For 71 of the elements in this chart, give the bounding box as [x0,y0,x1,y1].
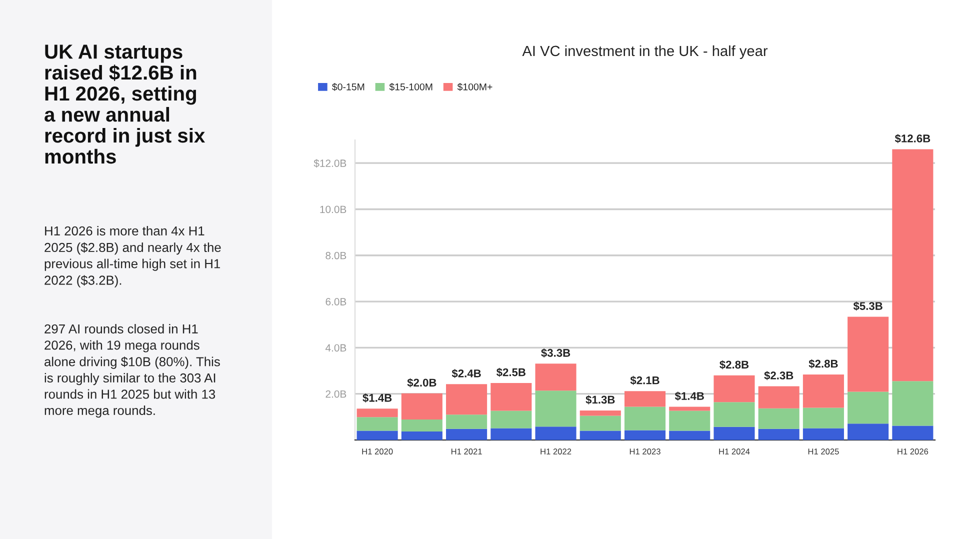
total-label: $5.3B [853,302,882,311]
total-label: $2.8B [720,360,749,370]
bar [580,416,621,431]
text: H1 2026 is more than 4x H1 2025 ($2.8B) and nearly 4x the previous all-time high set in H1 2022 ($3.2B). [44,226,221,288]
total-label: $3.3B [541,348,570,358]
legend-label: $0-15M [332,83,364,91]
y-tick-label: 8.0B [326,252,346,260]
bar [758,428,800,440]
total-label: $2.0B [407,378,436,388]
bar [892,426,934,440]
bar [802,408,844,428]
bar [401,393,442,420]
bar [714,375,755,402]
bar [535,426,576,440]
bar [758,386,800,408]
bar [892,149,934,382]
total-label: $1.4B [674,392,704,401]
bar [356,430,398,440]
total-label: $2.1B [630,376,660,385]
bar [624,430,666,440]
total-label: $2.8B [808,359,838,368]
x-tick-label: H1 2020 [362,448,393,454]
text: UK AI startups raised $12.6B in H1 2026, setting a new annual record in just six months [44,44,206,164]
bar [802,374,844,408]
total-label: $1.4B [362,393,392,403]
x-tick-label: H1 2025 [808,448,839,454]
text: 297 AI rounds closed in H1 2026, with 19 mega rounds alone driving $10B (80%). This is roughly similar to the 303 AI rounds in H1 2025 but with 13 more mega rounds. [44,324,220,418]
x-tick-label: H1 2021 [451,448,482,454]
x-tick-label: H1 2026 [898,448,928,454]
bar [669,430,710,440]
bar [848,392,889,424]
bar [714,402,755,427]
bar [848,316,889,392]
y-tick-label: $12.0B [314,159,346,168]
total-label: $2.5B [496,368,526,377]
y-tick-label: 10.0B [320,206,346,214]
x-tick-label: H1 2022 [540,448,572,454]
x-tick-label: H1 2024 [719,448,750,454]
total-label: $2.3B [764,371,794,380]
bar [669,410,710,431]
bar [892,381,934,426]
total-label: $1.3B [586,395,615,404]
total-label: $2.4B [452,368,481,378]
bar [535,364,576,391]
bar [446,414,488,429]
bar [446,384,488,415]
bar [580,430,621,440]
y-tick-label: 6.0B [326,298,346,306]
bar [535,390,576,427]
y-tick-label: 2.0B [326,390,346,398]
bar [490,383,532,411]
bar [356,417,398,431]
bar [848,424,889,440]
bar [802,428,844,440]
bar [580,410,621,416]
bar [401,431,442,440]
legend-label: $100M+ [457,83,492,91]
bar [446,428,488,440]
bar [490,428,532,440]
bar [624,391,666,407]
total-label: $12.6B [894,134,930,144]
bar [714,426,755,440]
chart-subtitle: AI VC investment in the UK - half year [522,45,768,59]
bar [356,408,398,418]
bar [624,406,666,430]
bar [401,419,442,432]
bar [758,408,800,429]
y-tick-label: 4.0B [325,344,346,352]
bar [490,410,532,428]
x-tick-label: H1 2023 [630,448,660,454]
legend-label: $15-100M [389,83,432,91]
